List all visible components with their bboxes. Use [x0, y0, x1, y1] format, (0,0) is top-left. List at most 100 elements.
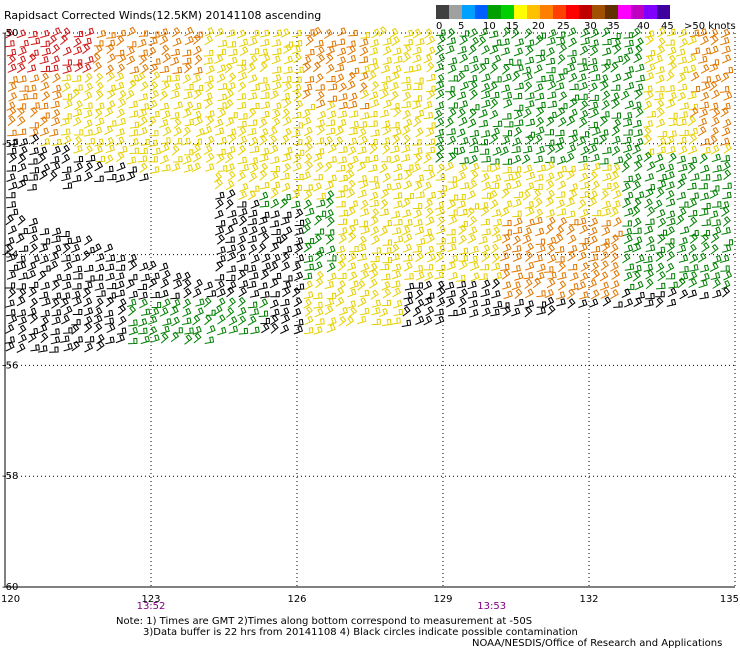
wind-barb: [382, 144, 391, 155]
wind-barb: [369, 278, 378, 289]
wind-barb: [533, 254, 543, 263]
wind-barb: [106, 43, 115, 55]
wind-barb-shape: [437, 287, 446, 298]
wind-barb: [215, 220, 226, 228]
wind-barb-shape: [63, 261, 73, 272]
wind-barb: [184, 35, 194, 46]
wind-barb: [623, 129, 633, 136]
wind-barb: [228, 316, 238, 326]
wind-barb-shape: [401, 209, 412, 218]
wind-barb: [258, 310, 269, 317]
wind-barb-shape: [677, 91, 687, 102]
wind-barb-shape: [545, 296, 555, 307]
wind-barb-shape: [503, 99, 513, 109]
wind-barb: [547, 80, 557, 91]
wind-barb-shape: [489, 182, 500, 189]
wind-barb-shape: [534, 92, 545, 101]
wind-barb: [426, 61, 435, 73]
wind-barb-shape: [16, 128, 27, 136]
wind-barb: [665, 198, 676, 207]
wind-barb: [40, 112, 50, 119]
wind-barb: [184, 83, 194, 91]
wind-barb: [60, 292, 71, 300]
wind-barb-shape: [536, 301, 547, 308]
wind-barb: [85, 27, 95, 37]
wind-barb-shape: [491, 252, 500, 264]
wind-barb: [588, 235, 598, 246]
wind-barb-shape: [391, 134, 401, 146]
wind-barb: [324, 297, 335, 307]
wind-barb-shape: [456, 91, 467, 100]
wind-barb-shape: [369, 191, 379, 201]
wind-barb-shape: [334, 64, 345, 73]
wind-barb: [93, 145, 103, 155]
wind-barb-shape: [414, 174, 425, 183]
wind-barb-shape: [688, 103, 699, 111]
wind-barb: [72, 59, 83, 66]
wind-barb-shape: [379, 263, 390, 271]
wind-barb: [492, 76, 502, 83]
wind-barb-shape: [404, 297, 414, 307]
wind-barb-shape: [710, 272, 721, 280]
wind-barb: [720, 137, 730, 146]
wind-barb: [499, 146, 509, 156]
wind-barb-shape: [457, 108, 466, 119]
wind-barb: [357, 189, 367, 199]
wind-barb: [359, 179, 369, 190]
wind-barb-shape: [578, 117, 588, 129]
wind-barb-shape: [478, 63, 487, 74]
wind-barb-shape: [159, 119, 169, 128]
wind-barb-shape: [382, 57, 392, 65]
wind-barb: [404, 164, 414, 172]
wind-barb-shape: [576, 136, 587, 147]
wind-barb-shape: [391, 263, 402, 272]
wind-barb-shape: [5, 192, 16, 199]
wind-barb: [480, 218, 491, 226]
wind-barb: [577, 251, 587, 262]
wind-barb: [536, 301, 547, 308]
wind-barb: [338, 93, 348, 102]
wind-barb-shape: [227, 281, 237, 291]
wind-barb-shape: [567, 298, 576, 309]
wind-barb: [393, 235, 404, 244]
wind-barb: [337, 56, 347, 66]
wind-barb-shape: [633, 236, 643, 246]
wind-barb-shape: [403, 233, 413, 244]
wind-barb: [62, 281, 72, 290]
wind-barb: [679, 226, 690, 235]
wind-barb-shape: [589, 94, 599, 101]
wind-barb: [315, 270, 324, 282]
wind-barb-shape: [470, 36, 480, 48]
wind-barb-shape: [260, 291, 270, 299]
wind-barb: [261, 53, 271, 64]
wind-barb-shape: [335, 191, 346, 199]
wind-barb: [448, 309, 458, 317]
wind-barb: [446, 236, 457, 245]
wind-barb: [27, 307, 37, 317]
wind-barb: [184, 101, 194, 111]
wind-barb: [149, 63, 159, 74]
wind-barb-shape: [436, 190, 447, 200]
wind-barb: [425, 216, 435, 226]
wind-barb-shape: [326, 323, 336, 333]
wind-barb-shape: [236, 201, 247, 208]
wind-barb-shape: [723, 143, 732, 154]
wind-barb: [294, 99, 304, 111]
wind-barb-shape: [468, 44, 477, 56]
wind-barb-shape: [63, 99, 73, 110]
wind-barb-shape: [94, 40, 104, 47]
wind-barb-shape: [345, 316, 355, 327]
wind-barb-shape: [71, 319, 81, 326]
wind-barb: [611, 135, 621, 145]
wind-barb: [182, 307, 192, 318]
wind-barb-shape: [324, 281, 334, 289]
wind-barb: [281, 153, 292, 163]
wind-barb: [580, 262, 590, 272]
wind-barb: [624, 283, 635, 291]
wind-barb-shape: [514, 272, 524, 281]
wind-barb-shape: [611, 163, 621, 174]
wind-barb-shape: [403, 66, 414, 73]
wind-barb-shape: [259, 128, 269, 138]
wind-barb-shape: [216, 288, 226, 298]
wind-barb: [710, 35, 719, 46]
